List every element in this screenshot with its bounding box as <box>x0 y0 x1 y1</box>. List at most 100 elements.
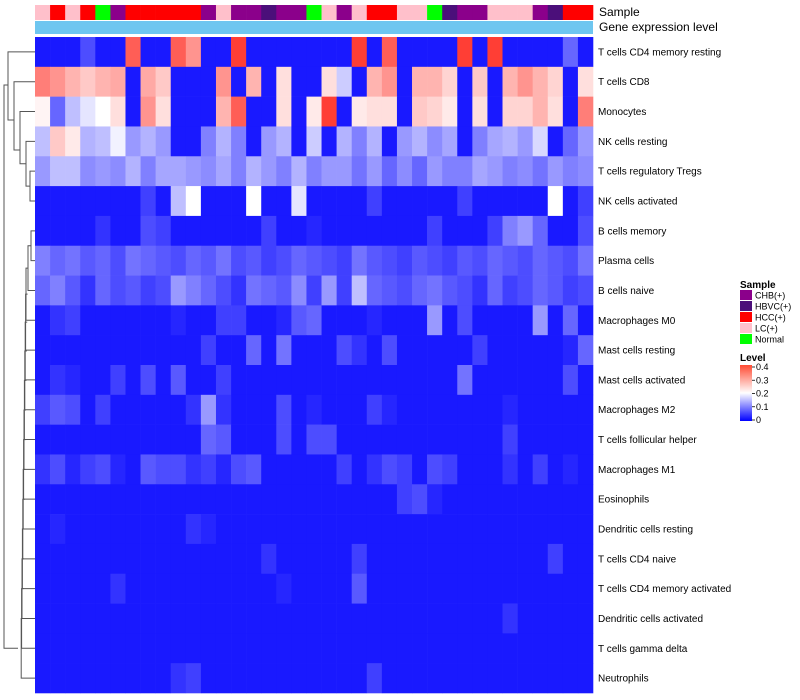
heatmap-cell <box>517 424 533 455</box>
heatmap-cell <box>427 484 443 515</box>
heatmap-cell <box>381 245 398 276</box>
heatmap-cell <box>396 37 413 68</box>
heatmap-cell <box>95 573 111 604</box>
heatmap-cell <box>351 663 368 694</box>
heatmap-cell <box>577 633 594 664</box>
heatmap-cell <box>487 96 503 127</box>
heatmap-cell <box>502 454 518 485</box>
heatmap-cell <box>155 37 172 68</box>
heatmap-cell <box>185 633 202 664</box>
heatmap-cell <box>577 156 594 187</box>
heatmap-cell <box>457 335 473 366</box>
heatmap-cell <box>547 633 564 664</box>
heatmap-cell <box>185 335 202 366</box>
heatmap-cell <box>125 484 141 515</box>
heatmap-cell <box>185 66 202 97</box>
heatmap-cell <box>427 543 443 575</box>
heatmap-cell <box>366 365 383 396</box>
heatmap-cell <box>396 603 413 634</box>
heatmap-cell <box>412 573 428 604</box>
heatmap-cell <box>532 365 549 396</box>
heatmap-cell <box>321 96 337 127</box>
heatmap-cell <box>80 484 96 515</box>
heatmap-cell <box>200 454 217 485</box>
heatmap-cell <box>170 215 187 247</box>
heatmap-cell <box>547 245 564 276</box>
heatmap-cell <box>457 37 473 68</box>
heatmap-cell <box>65 37 81 68</box>
heatmap-cell <box>321 424 337 455</box>
heatmap-cell <box>442 424 458 455</box>
heatmap-cell <box>170 394 187 425</box>
heatmap-cell <box>306 186 322 217</box>
heatmap-cell <box>125 96 141 127</box>
heatmap-cell <box>457 424 473 455</box>
heatmap-cell <box>110 96 126 127</box>
heatmap-cell <box>472 156 488 187</box>
heatmap-cell <box>215 275 232 306</box>
heatmap-cell <box>321 663 337 694</box>
heatmap-cell <box>427 454 443 485</box>
heatmap-cell <box>336 305 353 336</box>
heatmap-cell <box>215 245 232 276</box>
heatmap-cell <box>170 66 187 97</box>
sample-annotation-cell <box>412 5 428 20</box>
heatmap-cell <box>80 305 96 336</box>
heatmap-cell <box>562 275 579 306</box>
heatmap-cell <box>80 394 96 425</box>
heatmap-cell <box>246 245 262 276</box>
heatmap-cell <box>65 335 81 366</box>
level-legend-tick-label: 0 <box>756 415 761 425</box>
heatmap-cell <box>487 37 503 68</box>
heatmap-cell <box>412 96 428 127</box>
heatmap-cell <box>457 96 473 127</box>
heatmap-cell <box>502 484 518 515</box>
heatmap-cell <box>412 126 428 157</box>
heatmap-cell <box>562 186 579 217</box>
heatmap-cell <box>170 126 187 157</box>
heatmap-cell <box>246 186 262 217</box>
heatmap-cell <box>215 394 232 425</box>
heatmap-cell <box>487 633 503 664</box>
heatmap-cell <box>396 514 413 545</box>
heatmap-cell <box>261 663 277 694</box>
heatmap-cell <box>321 156 337 187</box>
heatmap-cell <box>110 215 126 247</box>
heatmap-cell <box>231 335 247 366</box>
heatmap-cell <box>155 543 172 575</box>
heatmap-cell <box>291 186 307 217</box>
heatmap-cell <box>412 454 428 485</box>
heatmap-cell <box>562 484 579 515</box>
heatmap-cell <box>472 215 488 247</box>
heatmap-cell <box>472 633 488 664</box>
gene-expression-level-bar <box>35 21 593 34</box>
heatmap-cell <box>396 543 413 575</box>
heatmap-cell <box>351 186 368 217</box>
heatmap-cell <box>427 365 443 396</box>
heatmap-cell <box>472 305 488 336</box>
heatmap-cell <box>155 66 172 97</box>
sample-legend-label: CHB(+) <box>755 291 785 301</box>
heatmap-cell <box>215 514 232 545</box>
heatmap-cell <box>140 484 156 515</box>
heatmap-cell <box>140 215 156 247</box>
heatmap-cell <box>577 96 594 127</box>
heatmap-cell <box>442 66 458 97</box>
heatmap-cell <box>381 156 398 187</box>
heatmap-cell <box>95 37 111 68</box>
heatmap-cell <box>577 37 594 68</box>
heatmap-cell <box>95 245 111 276</box>
sample-annotation-cell <box>80 5 96 20</box>
heatmap-cell <box>185 543 202 575</box>
sample-legend-title: Sample <box>740 280 776 291</box>
heatmap-cell <box>321 335 337 366</box>
heatmap-cell <box>246 424 262 455</box>
heatmap-cell <box>396 96 413 127</box>
heatmap-cell <box>427 37 443 68</box>
heatmap-cell <box>35 215 51 247</box>
heatmap-cell <box>366 514 383 545</box>
sample-annotation-cell <box>95 5 111 20</box>
heatmap-cell <box>457 603 473 634</box>
heatmap-cell <box>291 305 307 336</box>
heatmap-cell <box>215 335 232 366</box>
